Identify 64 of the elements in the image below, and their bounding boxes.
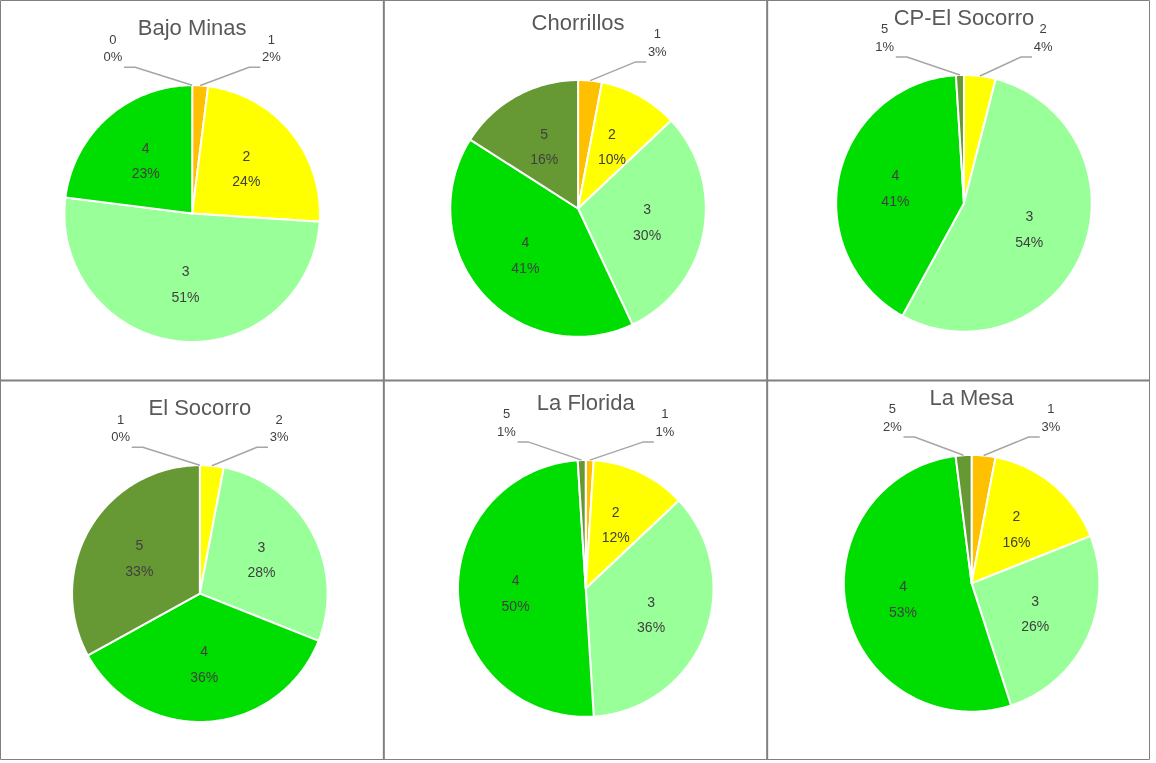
- chart-title: El Socorro: [148, 394, 252, 420]
- data-label: 30%: [633, 226, 662, 243]
- data-label: 33%: [125, 562, 154, 579]
- data-label: 1%: [875, 39, 895, 55]
- slice-label: 1: [267, 31, 276, 47]
- slice-label: 4: [891, 167, 900, 184]
- slice-label: 2: [1012, 508, 1021, 525]
- text: 0%: [103, 49, 123, 65]
- slice-label: 5: [540, 125, 549, 142]
- data-label: 2%: [882, 419, 903, 435]
- slice-label: 4: [200, 643, 209, 660]
- data-label: 36%: [637, 619, 666, 636]
- category-label: 0: [109, 31, 117, 47]
- data-label: 41%: [881, 192, 910, 209]
- slice-label: 2: [611, 503, 620, 520]
- slice-label: 3: [1031, 592, 1040, 609]
- data-label: 3%: [269, 429, 289, 445]
- data-label: 3%: [1041, 419, 1061, 435]
- slice-label: 1: [661, 406, 669, 422]
- chart-title: La Florida: [536, 389, 636, 415]
- data-label: 12%: [601, 529, 630, 546]
- data-label: 2%: [261, 49, 282, 65]
- data-label: 41%: [511, 260, 540, 276]
- slice-label: 3: [1025, 208, 1034, 225]
- data-label: 1%: [497, 424, 517, 440]
- category-label: 1: [117, 411, 125, 427]
- slice-label: 5: [502, 406, 511, 422]
- data-label: 16%: [530, 151, 559, 168]
- data-label: 26%: [1021, 618, 1050, 635]
- data-label: 36%: [190, 668, 219, 685]
- slice-label: 1: [653, 26, 661, 42]
- data-label: 4%: [1033, 39, 1053, 55]
- slice-label: 2: [275, 411, 283, 427]
- data-label: 51%: [171, 288, 200, 305]
- slice-label: 4: [141, 139, 150, 156]
- slice-label: 5: [881, 21, 889, 37]
- slice-label: 3: [181, 263, 190, 280]
- data-label: 50%: [501, 597, 530, 614]
- slice-label: 5: [135, 536, 144, 553]
- slice-label: 3: [643, 200, 652, 217]
- slice-label: 4: [511, 572, 520, 589]
- data-label: 28%: [247, 564, 276, 581]
- slice-label: 3: [647, 593, 656, 610]
- data-label: 16%: [1002, 533, 1031, 550]
- chart-title: La Mesa: [929, 384, 1015, 410]
- chart-title: Bajo Minas: [137, 14, 247, 40]
- chart-title: CP-El Socorro: [893, 4, 1035, 30]
- slice-label: 5: [888, 401, 897, 417]
- data-label: 23%: [131, 165, 160, 182]
- slice-label: 4: [521, 234, 530, 251]
- slice-label: 1: [1047, 401, 1055, 417]
- chart-title: Chorrillos: [531, 9, 625, 35]
- slice-label: 2: [242, 147, 251, 164]
- data-label: 1%: [655, 424, 675, 440]
- data-label: 10%: [597, 151, 626, 168]
- slice-label: 3: [257, 538, 266, 555]
- data-label: 54%: [1015, 234, 1044, 251]
- text: 0%: [111, 429, 131, 445]
- data-label: 24%: [232, 173, 261, 190]
- data-label: 3%: [647, 44, 668, 60]
- slice-label: 2: [1039, 21, 1047, 37]
- slice-label: 4: [899, 577, 908, 594]
- slice-label: 2: [608, 125, 617, 142]
- data-label: 53%: [889, 603, 918, 620]
